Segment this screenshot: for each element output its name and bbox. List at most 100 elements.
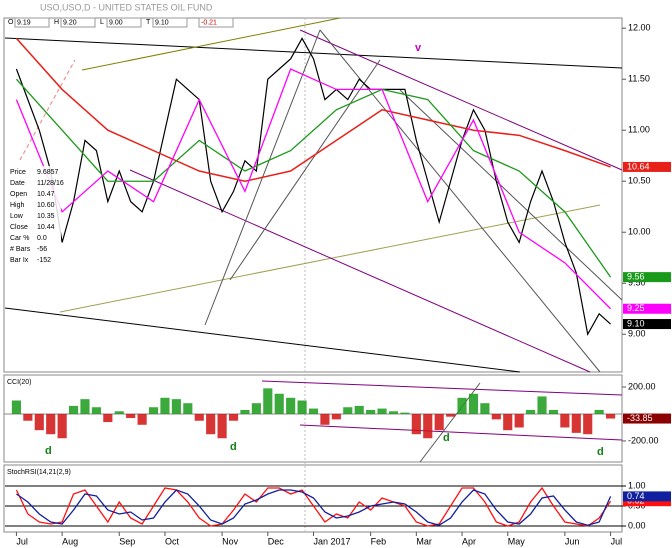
bar — [423, 413, 433, 439]
trend-line — [261, 380, 623, 396]
annotation: d — [45, 445, 52, 457]
value-label-box — [623, 161, 671, 172]
info-label: Close — [10, 224, 28, 231]
bar — [400, 412, 410, 414]
quote-value: 9.20 — [63, 19, 77, 26]
bar — [354, 405, 364, 414]
bar — [560, 413, 570, 428]
info-value: 0.0 — [37, 235, 47, 242]
value-label-box — [623, 319, 671, 330]
x-tick-label: Sep — [119, 536, 135, 546]
quote-box — [106, 17, 142, 28]
quote-label: T — [146, 19, 151, 26]
bar — [480, 403, 490, 414]
annotation: d — [443, 432, 450, 444]
bar — [594, 409, 604, 414]
quote-label: H — [54, 19, 59, 26]
info-label: Low — [10, 213, 24, 220]
x-tick-label: Feb — [371, 536, 387, 546]
value-label-box — [623, 272, 671, 283]
bar — [571, 413, 581, 433]
chart-title: USO,USO,D - UNITED STATES OIL FUND — [40, 2, 213, 12]
value-label-box — [623, 413, 671, 424]
trend-line — [4, 307, 521, 373]
value-label: -33.85 — [627, 413, 653, 423]
bar — [46, 413, 56, 435]
bar — [537, 396, 547, 414]
info-value: 10.35 — [37, 213, 55, 220]
trend-line — [299, 424, 623, 441]
bar — [251, 403, 261, 414]
bar — [217, 413, 227, 439]
quote-value: -0.21 — [201, 19, 217, 26]
series-line — [15, 78, 612, 278]
bar — [331, 413, 341, 420]
panel-title: CCI(20) — [7, 379, 32, 386]
bar — [23, 413, 33, 421]
info-value: 10.47 — [37, 191, 55, 198]
x-tick-label: Apr — [462, 536, 476, 546]
info-label: Open — [10, 191, 27, 198]
trend-line — [299, 29, 623, 171]
quote-box — [198, 17, 234, 28]
value-label: 10.64 — [627, 161, 650, 171]
bar — [263, 388, 273, 414]
bar — [126, 413, 136, 419]
bar — [457, 397, 467, 414]
panel-title: StochRSI(14,21(2,9) — [7, 469, 71, 476]
x-tick-label: Jan 2017 — [314, 536, 351, 546]
y-tick-label: 10.50 — [628, 176, 651, 186]
trend-line — [129, 169, 591, 373]
y-tick-label: 11.50 — [628, 74, 650, 84]
x-tick-label: Nov — [222, 536, 239, 546]
bar — [503, 413, 513, 431]
x-tick-label: Mar — [416, 536, 432, 546]
value-label-box — [623, 303, 671, 314]
y-tick-label: 9.50 — [628, 278, 646, 288]
bar — [446, 413, 456, 417]
quote-box — [14, 17, 50, 28]
value-label: 9.10 — [627, 318, 645, 328]
bar — [206, 413, 216, 435]
bar — [148, 407, 159, 414]
y-tick-label: 1.00 — [628, 480, 646, 490]
annotation: d — [597, 446, 604, 458]
bar — [80, 399, 90, 414]
bar — [297, 400, 307, 414]
quote-value: 9.10 — [155, 19, 169, 26]
series-line — [16, 489, 612, 526]
trend-line — [81, 17, 341, 71]
bar — [526, 409, 536, 414]
info-label: Bar Ix — [10, 257, 29, 264]
bar — [468, 393, 479, 414]
trend-line — [19, 59, 76, 161]
quote-box — [152, 17, 188, 28]
bar — [137, 413, 147, 425]
bar — [548, 409, 559, 414]
y-tick-label: 12.00 — [628, 23, 651, 33]
x-tick-label: Dec — [268, 536, 285, 546]
bar — [228, 413, 239, 421]
info-box — [7, 166, 61, 270]
quote-value: 9.19 — [17, 19, 31, 26]
y-tick-label: 10.00 — [628, 227, 651, 237]
bar — [240, 409, 250, 414]
x-tick-label: Jul — [16, 536, 28, 546]
bar — [366, 409, 376, 414]
y-tick-label: 200.00 — [628, 381, 656, 391]
bar — [171, 399, 181, 414]
info-value: 10.60 — [37, 202, 55, 209]
cci-frame — [3, 374, 623, 463]
x-tick-label: Aug — [62, 536, 78, 546]
bar — [194, 413, 204, 421]
y-tick-label: 0.00 — [628, 520, 646, 530]
value-label: 9.56 — [627, 271, 645, 281]
quote-value: 9.00 — [109, 19, 123, 26]
bar — [57, 413, 67, 439]
info-value: -152 — [37, 257, 51, 264]
quote-label: O — [8, 19, 14, 26]
quote-label: L — [100, 19, 104, 26]
x-tick-label: May — [508, 536, 526, 546]
